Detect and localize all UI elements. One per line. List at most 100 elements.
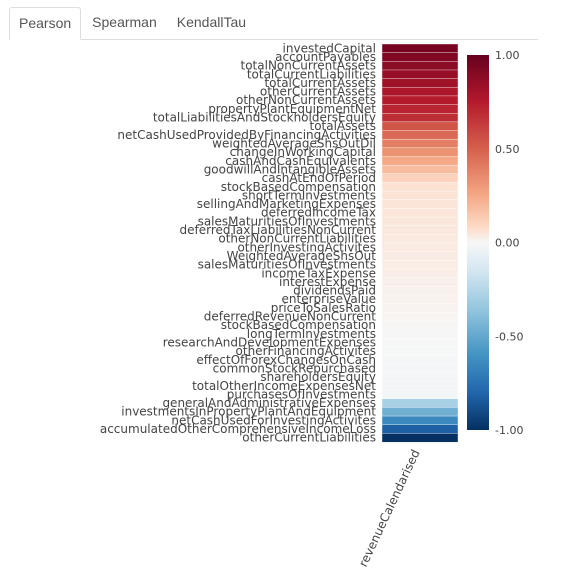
heatmap-cell[interactable] (381, 303, 459, 313)
heatmap-cell[interactable] (381, 407, 459, 417)
correlation-tabs: Pearson Spearman KendallTau (9, 7, 538, 40)
heatmap-cell[interactable] (381, 164, 459, 175)
heatmap-cell[interactable] (381, 182, 459, 192)
y-tick-label: salesMaturitiesOfInvestments (198, 214, 376, 228)
heatmap-cell[interactable] (381, 87, 459, 97)
y-tick-label: weightedAverageShsOutDil (212, 137, 376, 151)
heatmap-cell[interactable] (381, 363, 459, 374)
y-tick-label: otherNonCurrentAssets (236, 93, 376, 107)
y-tick-label: longTermInvestments (247, 327, 376, 341)
heatmap-cell[interactable] (381, 43, 459, 54)
heatmap-cell[interactable] (381, 294, 459, 305)
y-tick-label: interestExpense (279, 275, 376, 289)
heatmap-cell[interactable] (381, 355, 459, 365)
heatmap-cell[interactable] (381, 277, 459, 287)
colorbar-tick-label: -1.00 (495, 424, 523, 437)
y-tick-label: otherNonCurrentLiabilities (218, 232, 376, 246)
heatmap-cell[interactable] (381, 329, 459, 339)
heatmap-cell[interactable] (381, 251, 459, 261)
heatmap-cell[interactable] (381, 346, 459, 356)
y-tick-label: totalCurrentLiabilities (247, 67, 376, 81)
colorbar-tick-label: 1.00 (495, 49, 520, 62)
y-tick-label: totalAssets (310, 119, 377, 133)
colorbar (467, 55, 489, 430)
colorbar-tick-label: 0.50 (495, 143, 520, 156)
y-tick-label: priceToSalesRatio (271, 301, 376, 315)
heatmap-cell[interactable] (381, 424, 459, 434)
heatmap-cell[interactable] (381, 199, 459, 209)
y-tick-label: changeInWorkingCapital (230, 145, 376, 159)
y-tick-label: otherInvestingActivites (237, 240, 376, 254)
y-tick-label: deferredRevenueNonCurrent (204, 310, 377, 324)
heatmap-cell[interactable] (381, 225, 459, 235)
heatmap-cell[interactable] (381, 286, 459, 296)
heatmap-cell[interactable] (381, 104, 459, 114)
heatmap-cell[interactable] (381, 113, 459, 123)
heatmap-cell[interactable] (381, 95, 459, 106)
heatmap-cell[interactable] (381, 78, 459, 88)
y-tick-label: accountPayables (275, 50, 376, 64)
y-tick-label: generalAndAdministrativeExpenses (162, 396, 376, 410)
y-tick-label: totalCurrentAssets (264, 76, 376, 90)
tab-pearson[interactable]: Pearson (9, 7, 82, 40)
colorbar-tick-label: -0.50 (495, 330, 523, 343)
heatmap-cell[interactable] (381, 415, 459, 426)
y-tick-label: salesMaturitiesOfInvestments (198, 258, 376, 272)
y-tick-label: totalLiabilitiesAndStockholdersEquity (153, 111, 376, 125)
y-tick-label: deferredIncomeTax (261, 206, 376, 220)
y-tick-label: effectOfForexChangesOnCash (196, 353, 376, 367)
heatmap-cell[interactable] (381, 52, 459, 62)
heatmap-cell[interactable] (381, 268, 459, 279)
heatmap-cell[interactable] (381, 320, 459, 331)
heatmap-cell[interactable] (381, 69, 459, 80)
heatmap-cell[interactable] (381, 389, 459, 400)
y-tick-label: cashAtEndOfPeriod (262, 171, 376, 185)
heatmap-cell[interactable] (381, 216, 459, 227)
heatmap-cell[interactable] (381, 260, 459, 270)
heatmap-cell[interactable] (381, 190, 459, 201)
y-tick-label: dividendsPaid (293, 284, 376, 298)
tab-spearman[interactable]: Spearman (92, 14, 157, 30)
y-tick-label: otherFinancingActivites (236, 344, 376, 358)
y-tick-label: shortTermInvestments (242, 188, 376, 202)
y-tick-label: shareholdersEquity (260, 370, 376, 384)
y-tick-label: otherCurrentAssets (260, 85, 376, 99)
y-tick-label: enterpriseValue (282, 292, 376, 306)
y-tick-label: totalOtherIncomeExpensesNet (192, 379, 376, 393)
heatmap-cell[interactable] (381, 130, 459, 140)
y-tick-label: propertyPlantEquipmentNet (208, 102, 376, 116)
heatmap-cell[interactable] (381, 61, 459, 71)
tab-kendalltau[interactable]: KendallTau (176, 14, 247, 30)
heatmap-cell[interactable] (381, 381, 459, 391)
heatmap-cell[interactable] (381, 121, 459, 132)
heatmap-cell[interactable] (381, 372, 459, 382)
y-tick-label: incomeTaxExpense (261, 266, 376, 280)
heatmap-cell[interactable] (381, 208, 459, 218)
heatmap-cell[interactable] (381, 234, 459, 244)
y-tick-label: commonStockRepurchased (213, 361, 376, 375)
heatmap-cell[interactable] (381, 156, 459, 166)
heatmap-cell[interactable] (381, 138, 459, 149)
y-tick-label: netCashUsedProvidedByFinancingActivities (117, 128, 376, 142)
y-tick-label: purchasesOfInvestments (227, 387, 376, 401)
y-tick-label: investedCapital (283, 41, 376, 55)
heatmap-cell[interactable] (381, 173, 459, 183)
heatmap-cell[interactable] (381, 312, 459, 322)
heatmap-cell[interactable] (381, 147, 459, 157)
y-tick-label: cashAndCashEquivalents (225, 154, 376, 168)
x-tick-label: revenueCalendarised (356, 447, 423, 569)
y-tick-label: stockBasedCompensation (221, 318, 376, 332)
heatmap-cell[interactable] (381, 433, 459, 443)
y-tick-label: netCashUsedForInvestingActivites (171, 413, 376, 427)
heatmap-cell[interactable] (381, 242, 459, 253)
y-tick-label: researchAndDevelopmentExpenses (163, 336, 376, 350)
y-tick-label: WeightedAverageShsOut (227, 249, 377, 263)
heatmap-cell[interactable] (381, 337, 459, 348)
y-tick-label: deferredTaxLiabilitiesNonCurrent (180, 223, 377, 237)
colorbar-tick-label: 0.00 (495, 237, 520, 250)
y-tick-label: accumulatedOtherComprehensiveIncomeLoss (100, 422, 376, 436)
heatmap-cell[interactable] (381, 398, 459, 408)
y-tick-label: otherCurrentLiabilities (242, 431, 376, 445)
y-tick-label: goodwillAndIntangibleAssets (204, 162, 376, 176)
